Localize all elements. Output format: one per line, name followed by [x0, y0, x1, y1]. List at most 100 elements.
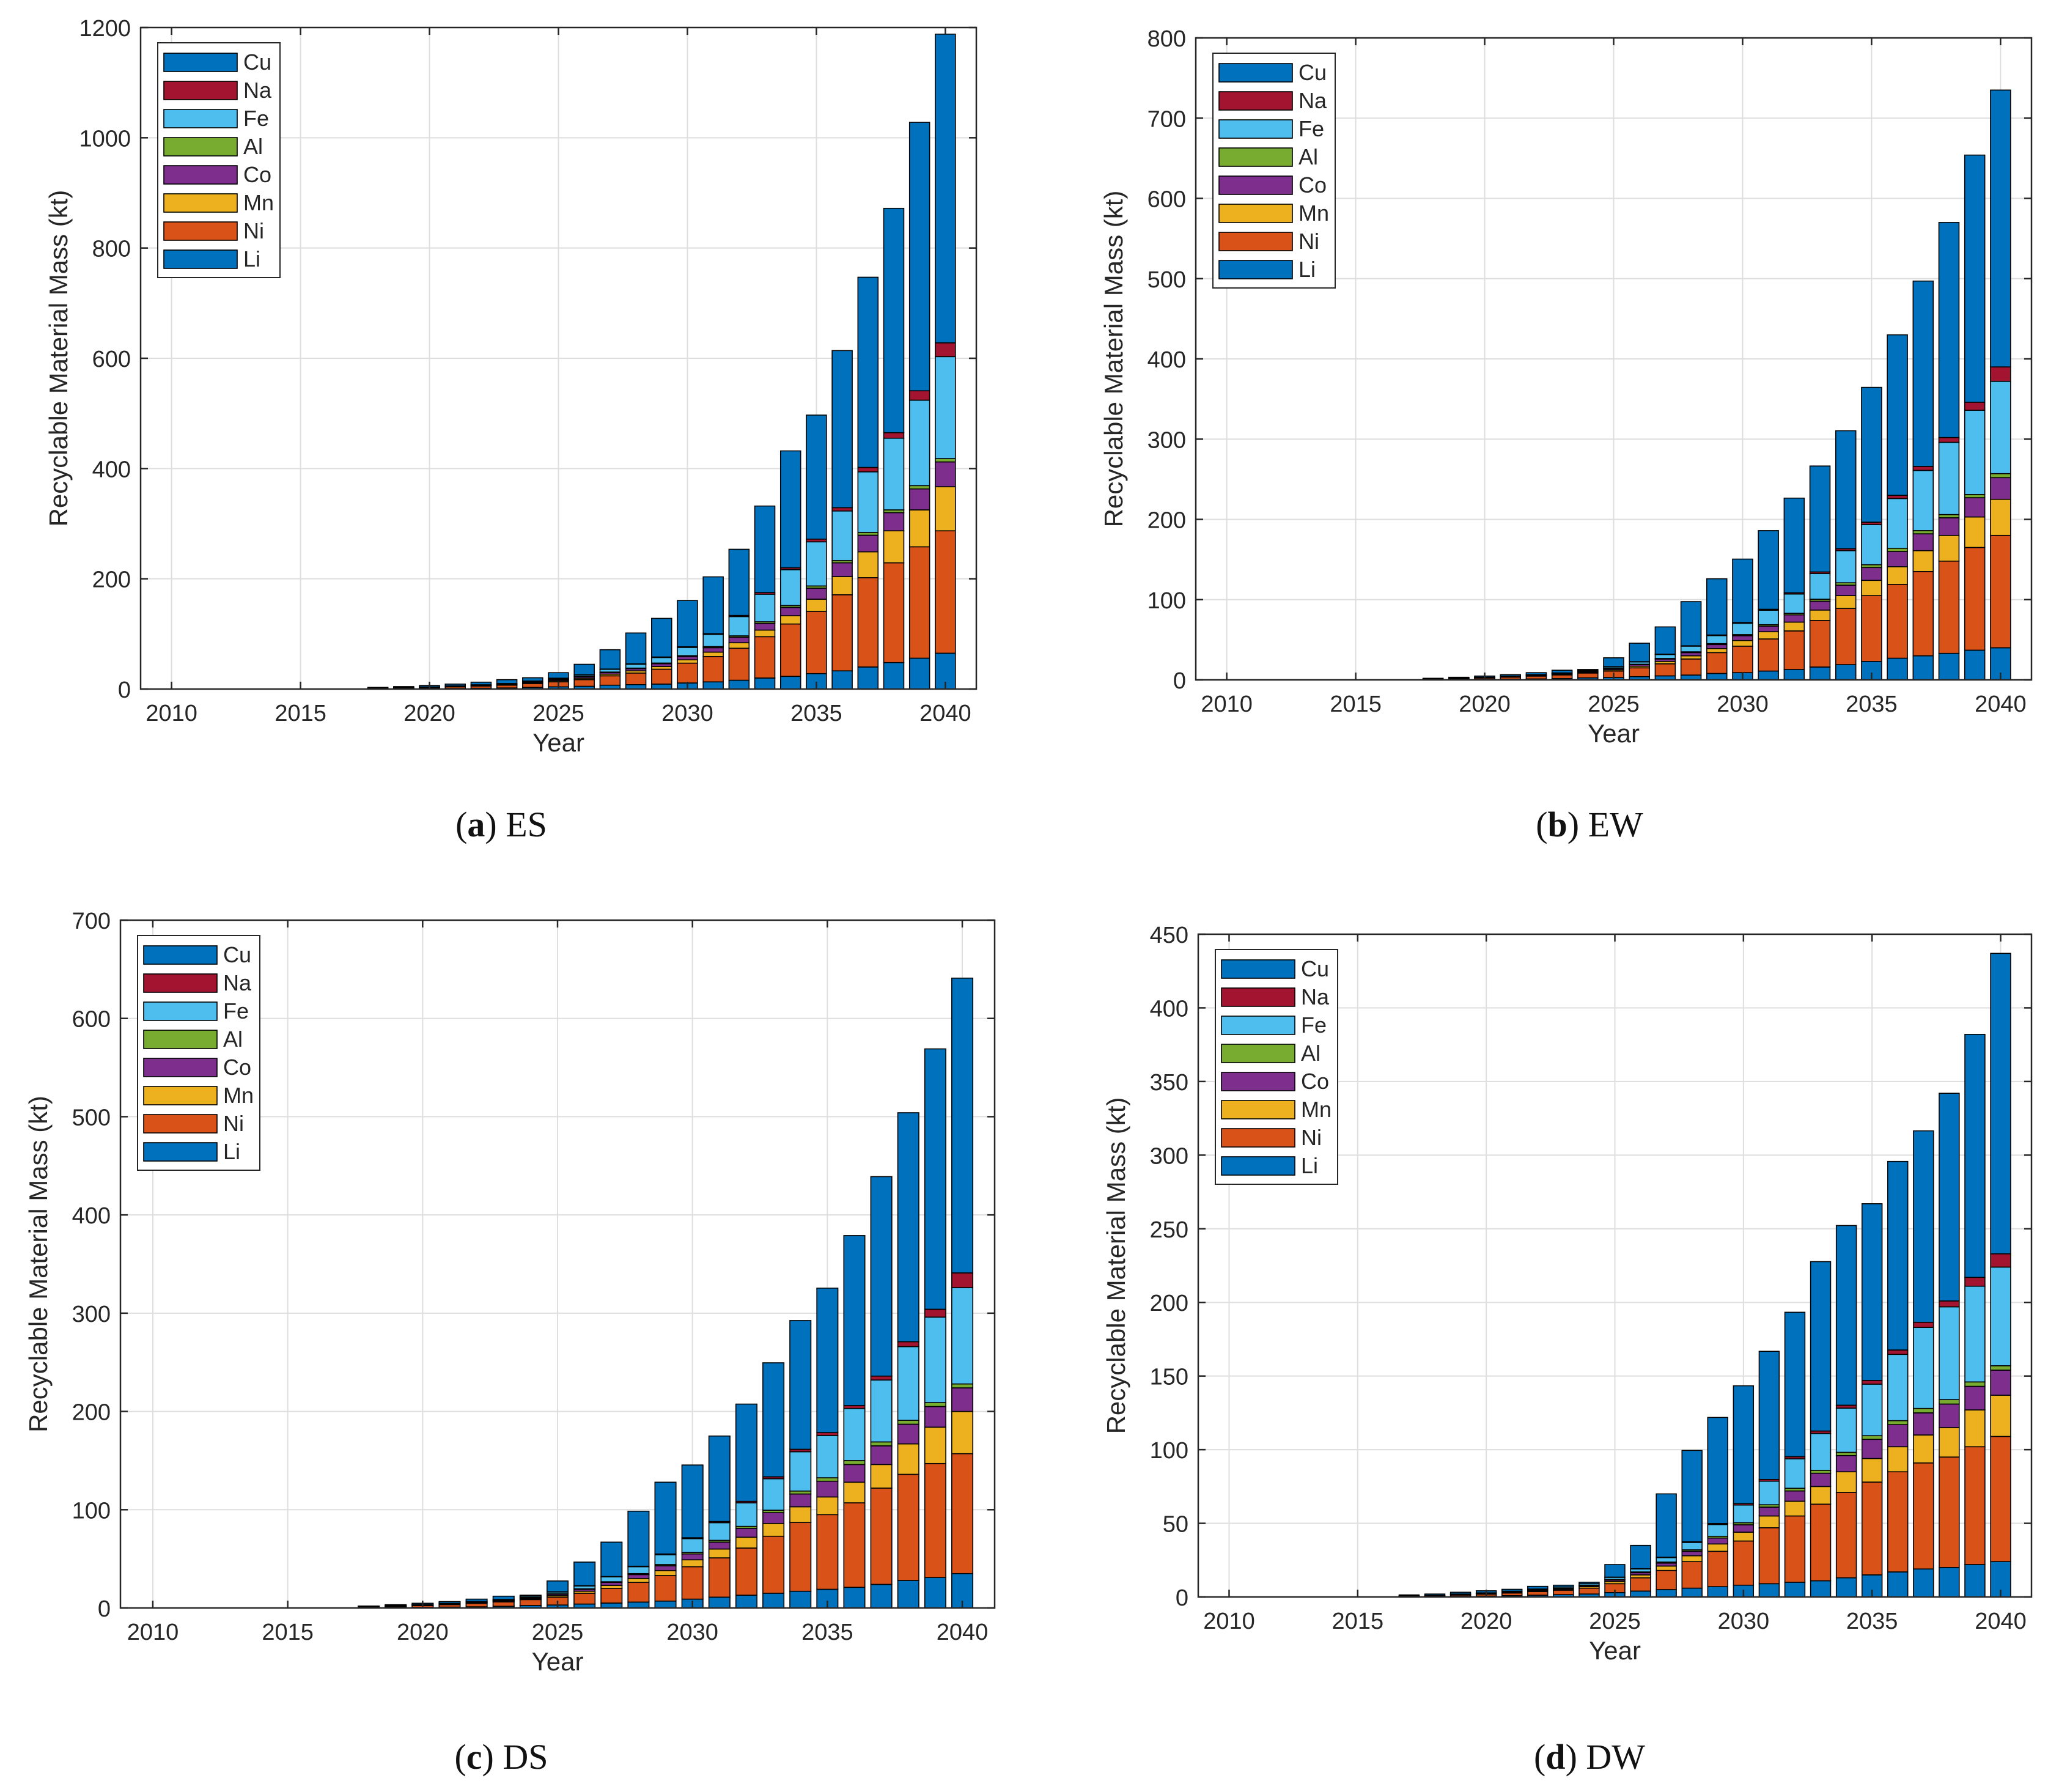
bar-segment-cu — [1835, 1225, 1857, 1406]
bar-segment-fe — [1707, 1524, 1728, 1537]
bar-segment-ni — [1758, 638, 1779, 672]
bar-segment-cu — [367, 687, 389, 689]
bar-segment-mn — [1758, 1515, 1780, 1528]
legend-swatch-al — [1218, 147, 1293, 167]
x-tick-label: 2025 — [532, 1620, 584, 1645]
bar-segment-fe — [908, 399, 930, 487]
bar-segment-cu — [492, 1595, 515, 1600]
bar-segment-al — [1964, 1381, 1986, 1387]
legend-label-cu: Cu — [223, 942, 251, 967]
bar-segment-cu — [924, 1048, 946, 1310]
bar-segment-cu — [1938, 222, 1960, 438]
legend-label-ni: Ni — [243, 218, 264, 243]
bar-segment-na — [1913, 1321, 1934, 1328]
y-tick-label: 100 — [1150, 1438, 1188, 1464]
bar-segment-cu — [816, 1288, 839, 1433]
bar-segment-co — [1939, 1403, 1960, 1428]
bar-segment-cu — [1656, 1493, 1677, 1558]
bar-segment-cu — [1553, 1584, 1574, 1588]
bar-segment-fe — [897, 1346, 919, 1421]
legend-label-al: Al — [1298, 144, 1318, 169]
y-tick-label: 0 — [98, 1596, 111, 1622]
bar-segment-cu — [677, 600, 698, 647]
legend-swatch-fe — [1221, 1016, 1295, 1035]
bar-segment-al — [1887, 1420, 1909, 1425]
bar-segment-cu — [393, 686, 414, 688]
bar-segment-ni — [1707, 1550, 1728, 1587]
x-tick-label: 2015 — [1332, 1609, 1384, 1634]
x-tick-label: 2015 — [262, 1620, 314, 1645]
bar-segment-fe — [1913, 1327, 1934, 1409]
bar-segment-al — [1990, 1365, 2011, 1371]
bar-segment-li — [1656, 1589, 1677, 1598]
bar-segment-li — [1810, 1580, 1832, 1598]
y-tick-label: 400 — [92, 457, 131, 482]
y-tick-label: 700 — [1147, 106, 1186, 132]
bar-segment-ni — [1835, 608, 1857, 665]
legend-swatch-ni — [163, 221, 238, 241]
bar-segment-ni — [1578, 1587, 1600, 1595]
x-tick-label: 2010 — [127, 1620, 179, 1645]
legend-label-li: Li — [243, 246, 260, 271]
bar-segment-li — [1835, 1577, 1857, 1598]
bar-segment-cu — [651, 618, 672, 658]
y-tick-label: 200 — [92, 567, 131, 593]
bar-segment-cu — [385, 1604, 407, 1607]
y-tick-label: 200 — [1150, 1291, 1188, 1316]
bar-segment-li — [1913, 1568, 1934, 1598]
bar-segment-fe — [1861, 1384, 1883, 1437]
legend-label-mn: Mn — [223, 1083, 254, 1108]
bar-segment-co — [1964, 1385, 1986, 1410]
bar-segment-cu — [897, 1112, 919, 1343]
bar-segment-mn — [1656, 1565, 1677, 1571]
bar-segment-co — [1990, 1370, 2011, 1396]
bar-segment-cu — [1810, 1261, 1832, 1432]
bar-segment-mn — [1913, 1434, 1934, 1464]
bar-segment-ni — [924, 1462, 946, 1578]
bar-segment-ni — [806, 611, 827, 674]
bar-segment-li — [1681, 1587, 1703, 1598]
bar-segment-cu — [779, 450, 801, 569]
bar-segment-fe — [935, 356, 956, 459]
bar-segment-ni — [600, 1588, 623, 1604]
bar-segment-al — [1939, 1399, 1960, 1405]
bar-segment-ni — [1553, 1590, 1574, 1595]
x-tick-label: 2035 — [1846, 1609, 1898, 1634]
y-tick-label: 600 — [72, 1007, 111, 1033]
y-tick-label: 200 — [1147, 508, 1186, 534]
bar-segment-fe — [924, 1316, 946, 1403]
bar-segment-cu — [599, 649, 621, 670]
bar-segment-cu — [1449, 1591, 1472, 1595]
y-tick-label: 500 — [1147, 267, 1186, 293]
bar-segment-li — [1630, 1590, 1651, 1598]
bar-segment-mn — [1861, 1458, 1883, 1483]
bar-segment-cu — [1733, 1385, 1755, 1505]
legend-label-al: Al — [1301, 1041, 1321, 1066]
legend-swatch-al — [163, 137, 238, 157]
bar-segment-cu — [1964, 154, 1986, 403]
bar-segment-ni — [735, 1547, 757, 1596]
bar-segment-ni — [1527, 1591, 1549, 1596]
bar-segment-na — [1861, 1380, 1883, 1385]
bar-segment-fe — [754, 594, 776, 622]
bar-segment-cu — [1964, 1034, 1986, 1278]
bar-segment-cu — [1525, 672, 1547, 676]
y-tick-label: 1000 — [79, 126, 131, 152]
bar-segment-ni — [754, 636, 776, 679]
bar-segment-cu — [870, 1176, 893, 1377]
bar-segment-cu — [444, 684, 466, 687]
legend: Cu Na Fe Al Co Mn Ni Li — [137, 935, 260, 1171]
bar-segment-cu — [1990, 953, 2011, 1255]
bar-segment-co — [1810, 1472, 1832, 1488]
bar-segment-cu — [1578, 1582, 1600, 1585]
bar-segment-mn — [883, 530, 905, 564]
legend-swatch-al — [143, 1030, 218, 1049]
legend-swatch-mn — [143, 1086, 218, 1105]
bar-segment-cu — [1398, 1594, 1420, 1596]
bar-segment-na — [1939, 1300, 1960, 1308]
legend-label-co: Co — [1298, 172, 1327, 197]
y-tick-label: 100 — [1147, 588, 1186, 614]
bar-segment-cu — [831, 350, 853, 509]
x-tick-label: 2035 — [790, 701, 842, 726]
